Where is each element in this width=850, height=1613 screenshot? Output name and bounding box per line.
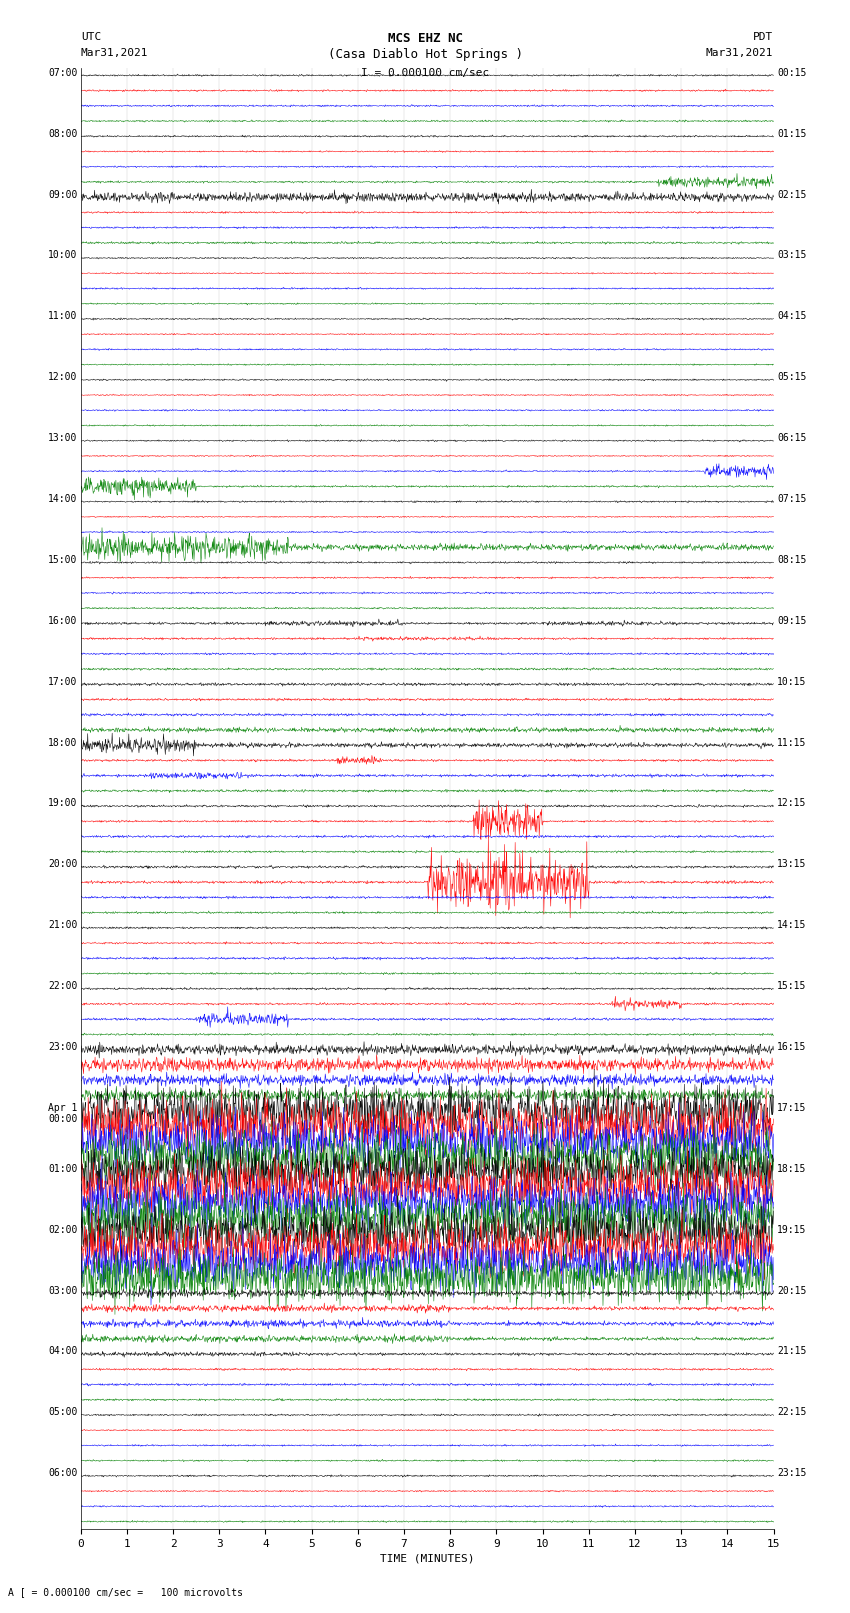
Text: 13:15: 13:15 — [777, 860, 807, 869]
Text: 22:15: 22:15 — [777, 1407, 807, 1418]
Text: 08:15: 08:15 — [777, 555, 807, 565]
Text: 18:15: 18:15 — [777, 1165, 807, 1174]
Text: 20:00: 20:00 — [48, 860, 77, 869]
Text: 10:15: 10:15 — [777, 677, 807, 687]
Text: 16:15: 16:15 — [777, 1042, 807, 1052]
Text: 19:15: 19:15 — [777, 1224, 807, 1234]
Text: (Casa Diablo Hot Springs ): (Casa Diablo Hot Springs ) — [327, 48, 523, 61]
Text: A [ = 0.000100 cm/sec =   100 microvolts: A [ = 0.000100 cm/sec = 100 microvolts — [8, 1587, 243, 1597]
Text: 14:00: 14:00 — [48, 494, 77, 503]
Text: 16:00: 16:00 — [48, 616, 77, 626]
Text: I = 0.000100 cm/sec: I = 0.000100 cm/sec — [361, 68, 489, 77]
Text: 02:15: 02:15 — [777, 190, 807, 200]
Text: UTC: UTC — [81, 32, 101, 42]
X-axis label: TIME (MINUTES): TIME (MINUTES) — [380, 1553, 474, 1563]
Text: 06:00: 06:00 — [48, 1468, 77, 1478]
Text: 13:00: 13:00 — [48, 434, 77, 444]
Text: 17:00: 17:00 — [48, 677, 77, 687]
Text: 14:15: 14:15 — [777, 919, 807, 931]
Text: 09:15: 09:15 — [777, 616, 807, 626]
Text: 03:15: 03:15 — [777, 250, 807, 260]
Text: 05:00: 05:00 — [48, 1407, 77, 1418]
Text: Mar31,2021: Mar31,2021 — [706, 48, 774, 58]
Text: 03:00: 03:00 — [48, 1286, 77, 1295]
Text: 00:15: 00:15 — [777, 68, 807, 77]
Text: 12:15: 12:15 — [777, 798, 807, 808]
Text: 07:00: 07:00 — [48, 68, 77, 77]
Text: 04:15: 04:15 — [777, 311, 807, 321]
Text: 01:15: 01:15 — [777, 129, 807, 139]
Text: 06:15: 06:15 — [777, 434, 807, 444]
Text: 10:00: 10:00 — [48, 250, 77, 260]
Text: 04:00: 04:00 — [48, 1347, 77, 1357]
Text: 22:00: 22:00 — [48, 981, 77, 990]
Text: 08:00: 08:00 — [48, 129, 77, 139]
Text: 01:00: 01:00 — [48, 1165, 77, 1174]
Text: 20:15: 20:15 — [777, 1286, 807, 1295]
Text: Apr 1
00:00: Apr 1 00:00 — [48, 1103, 77, 1124]
Text: 11:15: 11:15 — [777, 737, 807, 747]
Text: 18:00: 18:00 — [48, 737, 77, 747]
Text: 05:15: 05:15 — [777, 373, 807, 382]
Text: 07:15: 07:15 — [777, 494, 807, 503]
Text: 23:15: 23:15 — [777, 1468, 807, 1478]
Text: 21:15: 21:15 — [777, 1347, 807, 1357]
Text: 19:00: 19:00 — [48, 798, 77, 808]
Text: 23:00: 23:00 — [48, 1042, 77, 1052]
Text: 02:00: 02:00 — [48, 1224, 77, 1234]
Text: 11:00: 11:00 — [48, 311, 77, 321]
Text: 21:00: 21:00 — [48, 919, 77, 931]
Text: 12:00: 12:00 — [48, 373, 77, 382]
Text: MCS EHZ NC: MCS EHZ NC — [388, 32, 462, 45]
Text: 15:00: 15:00 — [48, 555, 77, 565]
Text: Mar31,2021: Mar31,2021 — [81, 48, 148, 58]
Text: PDT: PDT — [753, 32, 774, 42]
Text: 17:15: 17:15 — [777, 1103, 807, 1113]
Text: 09:00: 09:00 — [48, 190, 77, 200]
Text: 15:15: 15:15 — [777, 981, 807, 990]
